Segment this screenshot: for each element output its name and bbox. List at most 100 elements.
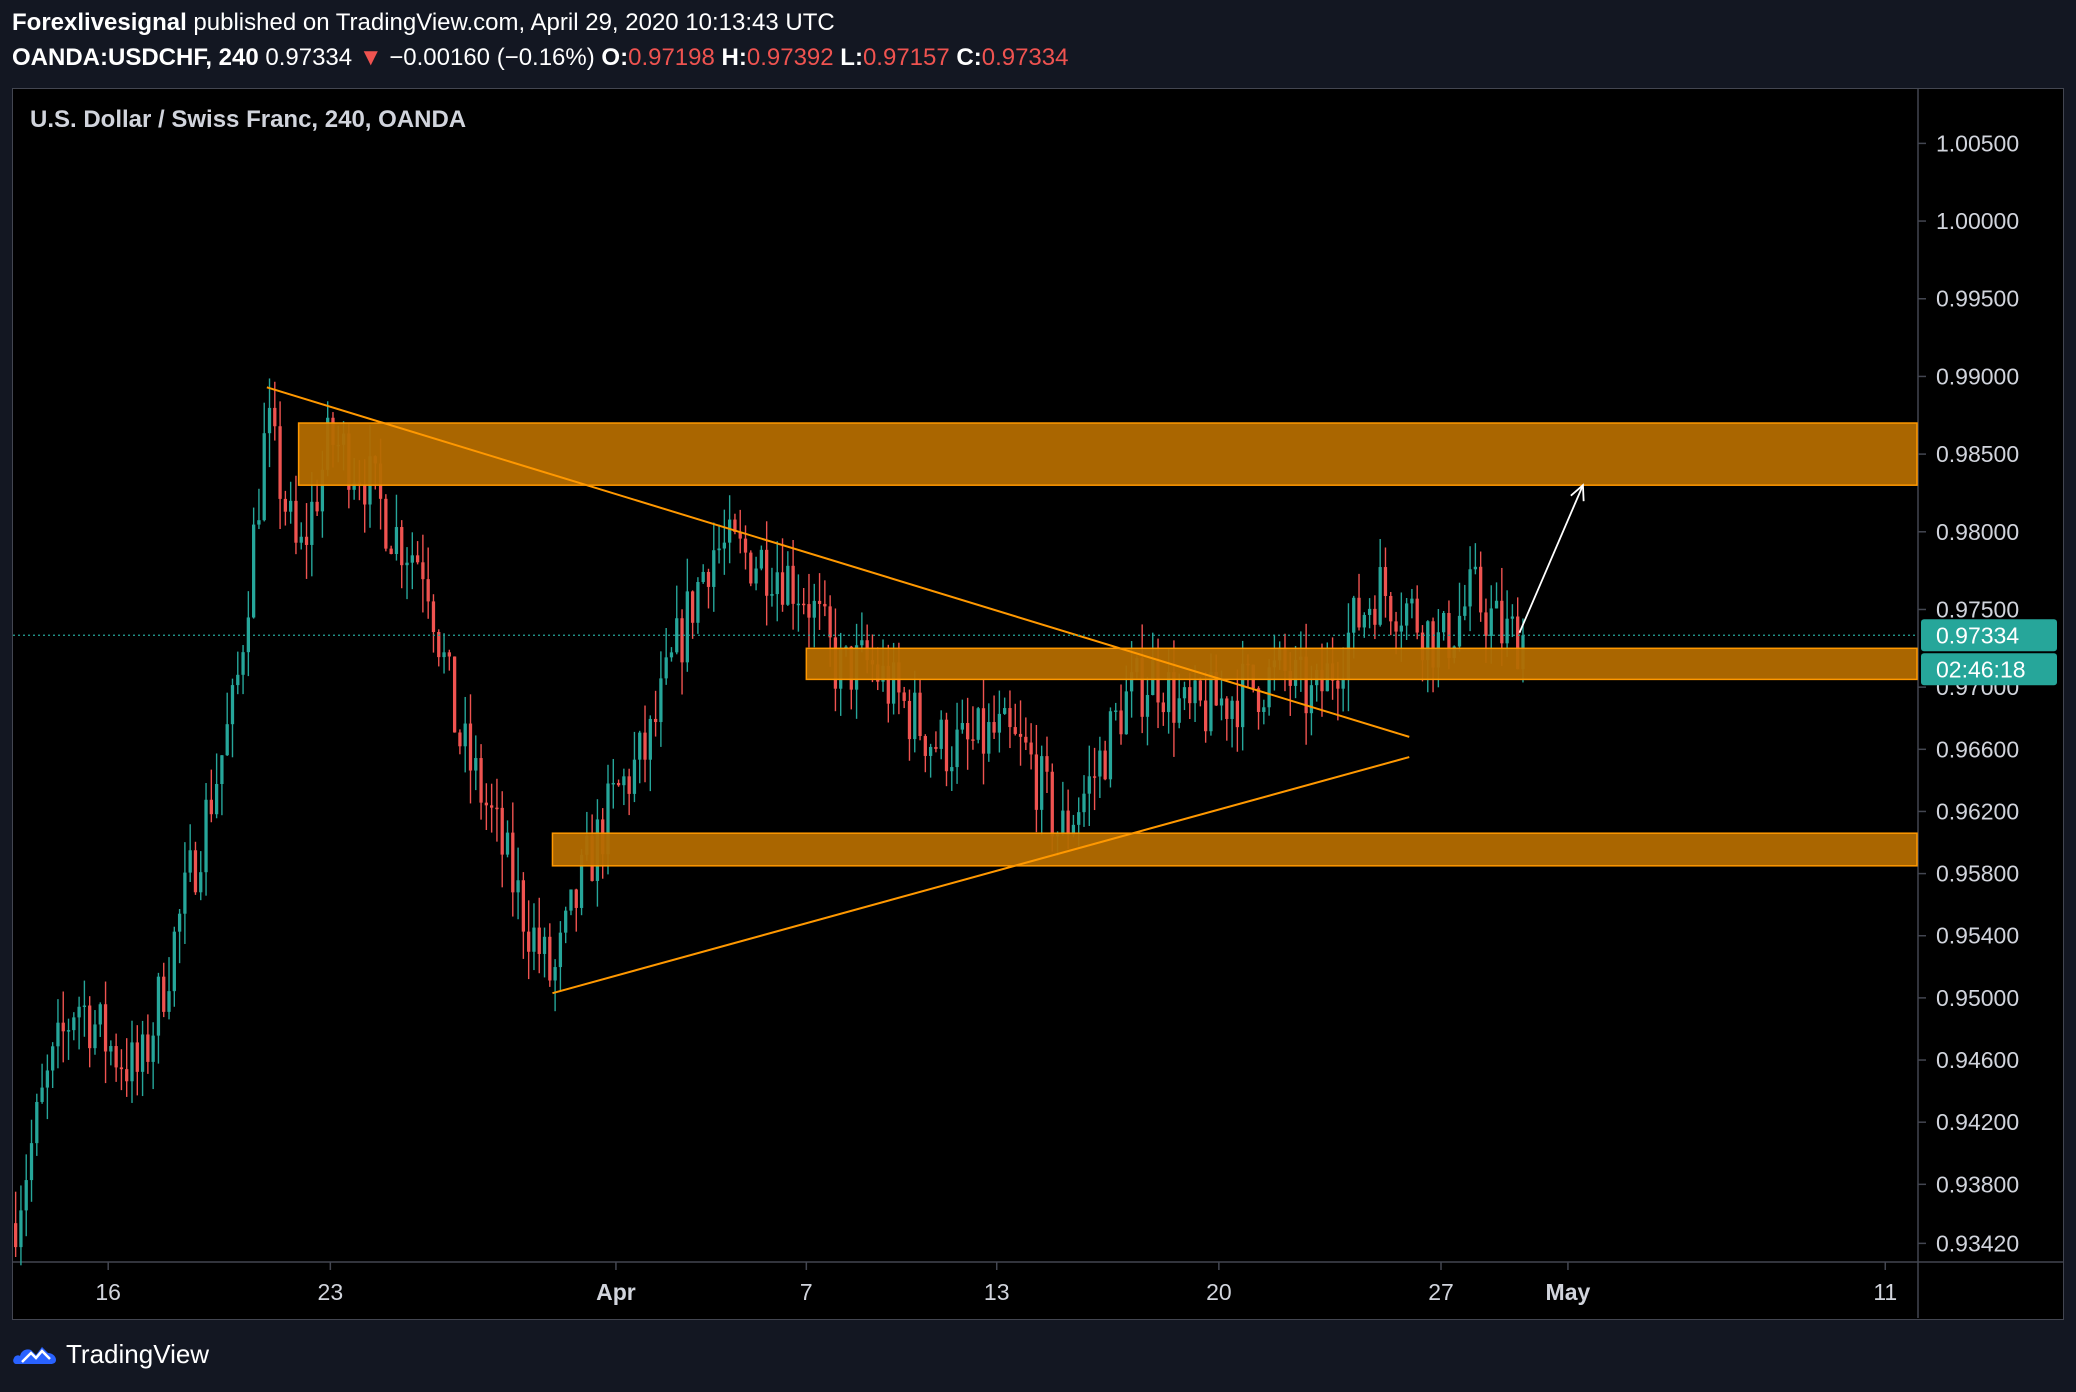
candle-body xyxy=(537,927,541,954)
candle-body xyxy=(1352,597,1356,633)
candle-body xyxy=(828,606,832,638)
low-label: L: xyxy=(840,44,863,71)
candle-body xyxy=(717,548,721,551)
candle-body xyxy=(114,1046,118,1068)
price-tick-label: 0.94200 xyxy=(1936,1109,2019,1135)
descending-trendline[interactable] xyxy=(266,386,1410,738)
candle-body xyxy=(1373,608,1377,625)
time-tick-label: 27 xyxy=(1428,1279,1454,1305)
chart-header: Forexlivesignal published on TradingView… xyxy=(0,0,2076,88)
tradingview-logo-icon[interactable] xyxy=(12,1340,58,1368)
candle-body xyxy=(437,632,441,658)
candle-body xyxy=(1092,776,1097,778)
candle-body xyxy=(622,776,626,786)
candle-body xyxy=(1129,672,1134,692)
candle-body xyxy=(1177,698,1181,723)
candle-body xyxy=(188,850,192,873)
price-tick-label: 0.98500 xyxy=(1936,441,2019,467)
candle-body xyxy=(786,565,790,605)
candle-body xyxy=(1008,708,1012,728)
candle-body xyxy=(1320,669,1324,692)
price-tick-label: 1.00000 xyxy=(1936,208,2019,234)
candle-body xyxy=(1071,824,1076,835)
candle-body xyxy=(474,758,478,771)
price-tick-label: 0.94600 xyxy=(1936,1047,2019,1073)
price-tick-label: 0.96600 xyxy=(1936,736,2019,762)
candle-body xyxy=(400,527,404,566)
candle-body xyxy=(807,604,811,618)
candle-body xyxy=(1442,612,1446,633)
candle-body xyxy=(1241,663,1245,728)
price-tick-label: 0.95800 xyxy=(1936,861,2019,887)
time-tick-label: 7 xyxy=(800,1279,813,1305)
candle-body xyxy=(320,469,325,512)
down-arrow-icon: ▼ xyxy=(358,44,383,71)
ascending-trendline[interactable] xyxy=(552,756,1410,995)
candle-body xyxy=(1484,612,1488,636)
high-value: 0.97392 xyxy=(746,44,834,71)
candle-body xyxy=(162,976,166,1012)
candle-body xyxy=(56,1022,60,1047)
candle-body xyxy=(1304,656,1308,714)
candle-body xyxy=(167,991,171,1012)
candle-body xyxy=(891,662,896,704)
candle-body xyxy=(950,767,954,772)
candle-body xyxy=(802,603,806,606)
candle-body xyxy=(204,799,208,873)
candle-body xyxy=(966,722,970,740)
time-axis: 16 23 Apr 7 13 20 27 May 11 xyxy=(95,1262,1897,1305)
candle-body xyxy=(1198,680,1202,701)
candle-body xyxy=(743,538,748,553)
candle-body xyxy=(1256,688,1261,712)
candle-body xyxy=(928,746,933,756)
support-zone[interactable] xyxy=(551,832,1918,867)
candle-body xyxy=(542,936,547,954)
candle-body xyxy=(479,758,483,803)
candle-body xyxy=(1214,671,1218,706)
candle-body xyxy=(1505,618,1509,644)
candle-body xyxy=(214,784,219,815)
projection-arrow[interactable] xyxy=(1518,484,1584,634)
candle-body xyxy=(1468,569,1472,607)
price-tick-label: 0.99500 xyxy=(1936,286,2019,312)
candle-body xyxy=(902,692,906,701)
candle-body xyxy=(1098,750,1102,777)
resistance-zone[interactable] xyxy=(297,422,1918,486)
candle-body xyxy=(918,692,922,737)
candle-body xyxy=(1204,700,1208,732)
candle-body xyxy=(262,433,266,521)
candle-body xyxy=(352,482,356,490)
candle-body xyxy=(310,501,314,545)
chart-pane[interactable] xyxy=(12,88,2064,1320)
candle-body xyxy=(1145,695,1150,717)
candle-body xyxy=(1383,567,1388,596)
candle-body xyxy=(505,832,510,855)
candle-body xyxy=(1494,600,1499,609)
candle-body xyxy=(955,729,959,768)
price-tick-label: 0.95000 xyxy=(1936,985,2019,1011)
candle-body xyxy=(304,536,309,545)
candle-body xyxy=(183,872,187,914)
candle-body xyxy=(992,722,996,733)
candle-body xyxy=(775,572,779,595)
candle-body xyxy=(812,600,816,618)
candle-body xyxy=(394,527,399,554)
breakout-zone[interactable] xyxy=(805,647,1918,681)
price-tick-label: 0.98000 xyxy=(1936,519,2019,545)
candle-body xyxy=(442,652,446,658)
axis-dividers xyxy=(13,89,2063,1318)
candle-body xyxy=(728,519,732,543)
time-tick-label: 11 xyxy=(1873,1279,1897,1305)
candle-body xyxy=(765,549,769,596)
candle-body xyxy=(532,927,536,952)
last-price: 0.97334 xyxy=(265,44,353,71)
symbol-name[interactable]: OANDA:USDCHF, 240 xyxy=(12,44,259,71)
footer-brand[interactable]: TradingView xyxy=(66,1338,210,1369)
candle-body xyxy=(664,657,668,679)
candle-body xyxy=(521,880,526,932)
candle-body xyxy=(1103,750,1107,780)
candle-body xyxy=(490,805,494,808)
author-name[interactable]: Forexlivesignal xyxy=(12,9,187,36)
publish-text: published on TradingView.com, April 29, … xyxy=(193,9,835,36)
